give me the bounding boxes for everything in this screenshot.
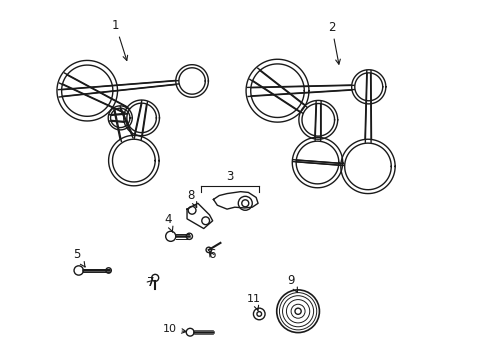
Text: 6: 6 [207,248,215,261]
Text: 10: 10 [162,324,186,334]
Text: 1: 1 [112,19,127,60]
Text: 8: 8 [187,189,196,207]
Text: 2: 2 [327,21,340,64]
Text: 7: 7 [146,276,154,289]
Text: 3: 3 [226,170,233,183]
Text: 4: 4 [164,213,173,232]
Text: 11: 11 [247,294,261,310]
Text: 5: 5 [73,248,85,267]
Text: 9: 9 [287,274,297,293]
